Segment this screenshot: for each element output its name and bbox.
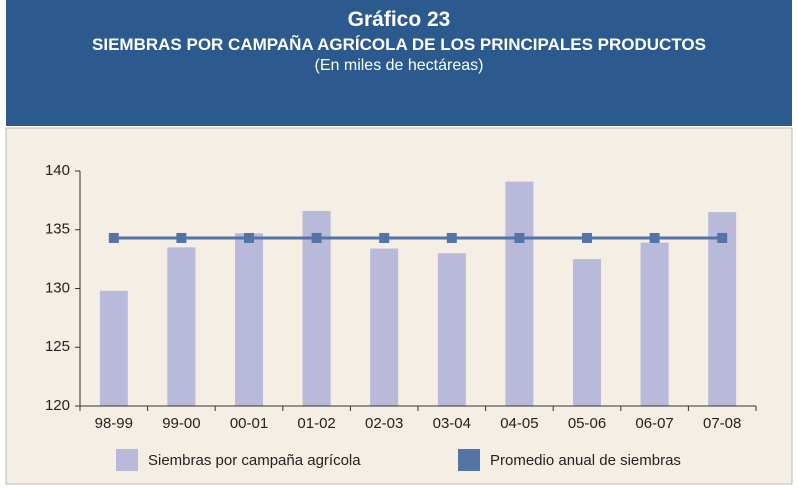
x-tick-label: 98-99 (95, 415, 133, 432)
x-tick-label: 02-03 (365, 415, 403, 432)
chart-title: Gráfico 23 (347, 8, 451, 31)
line-marker (514, 232, 525, 243)
bar (708, 212, 737, 406)
bar (370, 248, 399, 406)
line-marker (649, 232, 660, 243)
line-marker (176, 232, 187, 243)
line-marker (446, 232, 457, 243)
line-marker (582, 232, 592, 243)
chart-subtitle: SIEMBRAS POR CAMPAÑA AGRÍCOLA DE LOS PRI… (92, 35, 706, 54)
line-marker (379, 232, 390, 243)
x-tick-label: 04-05 (500, 415, 538, 432)
y-tick-label: 120 (45, 397, 70, 414)
bar (640, 242, 669, 406)
chart-units: (En miles de hectáreas) (314, 57, 484, 74)
legend-label: Siembras por campaña agrícola (148, 452, 361, 469)
x-tick-label: 01-02 (297, 415, 335, 432)
bar (99, 290, 128, 406)
y-tick-label: 140 (45, 162, 70, 179)
header: Gráfico 23 SIEMBRAS POR CAMPAÑA AGRÍCOLA… (6, 0, 792, 126)
line-marker (311, 232, 322, 243)
bar (437, 253, 466, 406)
legend-swatch (458, 449, 480, 471)
x-tick-label: 06-07 (635, 415, 673, 432)
bar (573, 259, 601, 406)
legend-label: Promedio anual de siembras (490, 452, 681, 469)
line-marker (717, 232, 728, 243)
y-tick-label: 130 (45, 279, 70, 296)
x-tick-label: 05-06 (568, 415, 606, 432)
x-tick-label: 99-00 (162, 415, 200, 432)
y-tick-label: 135 (45, 221, 70, 238)
x-tick-label: 03-04 (433, 415, 471, 432)
x-tick-label: 00-01 (230, 415, 268, 432)
line-marker (244, 232, 254, 243)
x-tick-label: 07-08 (703, 415, 741, 432)
bar (235, 233, 263, 406)
line-marker (108, 232, 119, 243)
bar (167, 247, 196, 406)
bar (302, 210, 331, 406)
y-tick-label: 125 (45, 338, 70, 355)
legend-swatch (116, 449, 138, 471)
bar (505, 181, 534, 406)
